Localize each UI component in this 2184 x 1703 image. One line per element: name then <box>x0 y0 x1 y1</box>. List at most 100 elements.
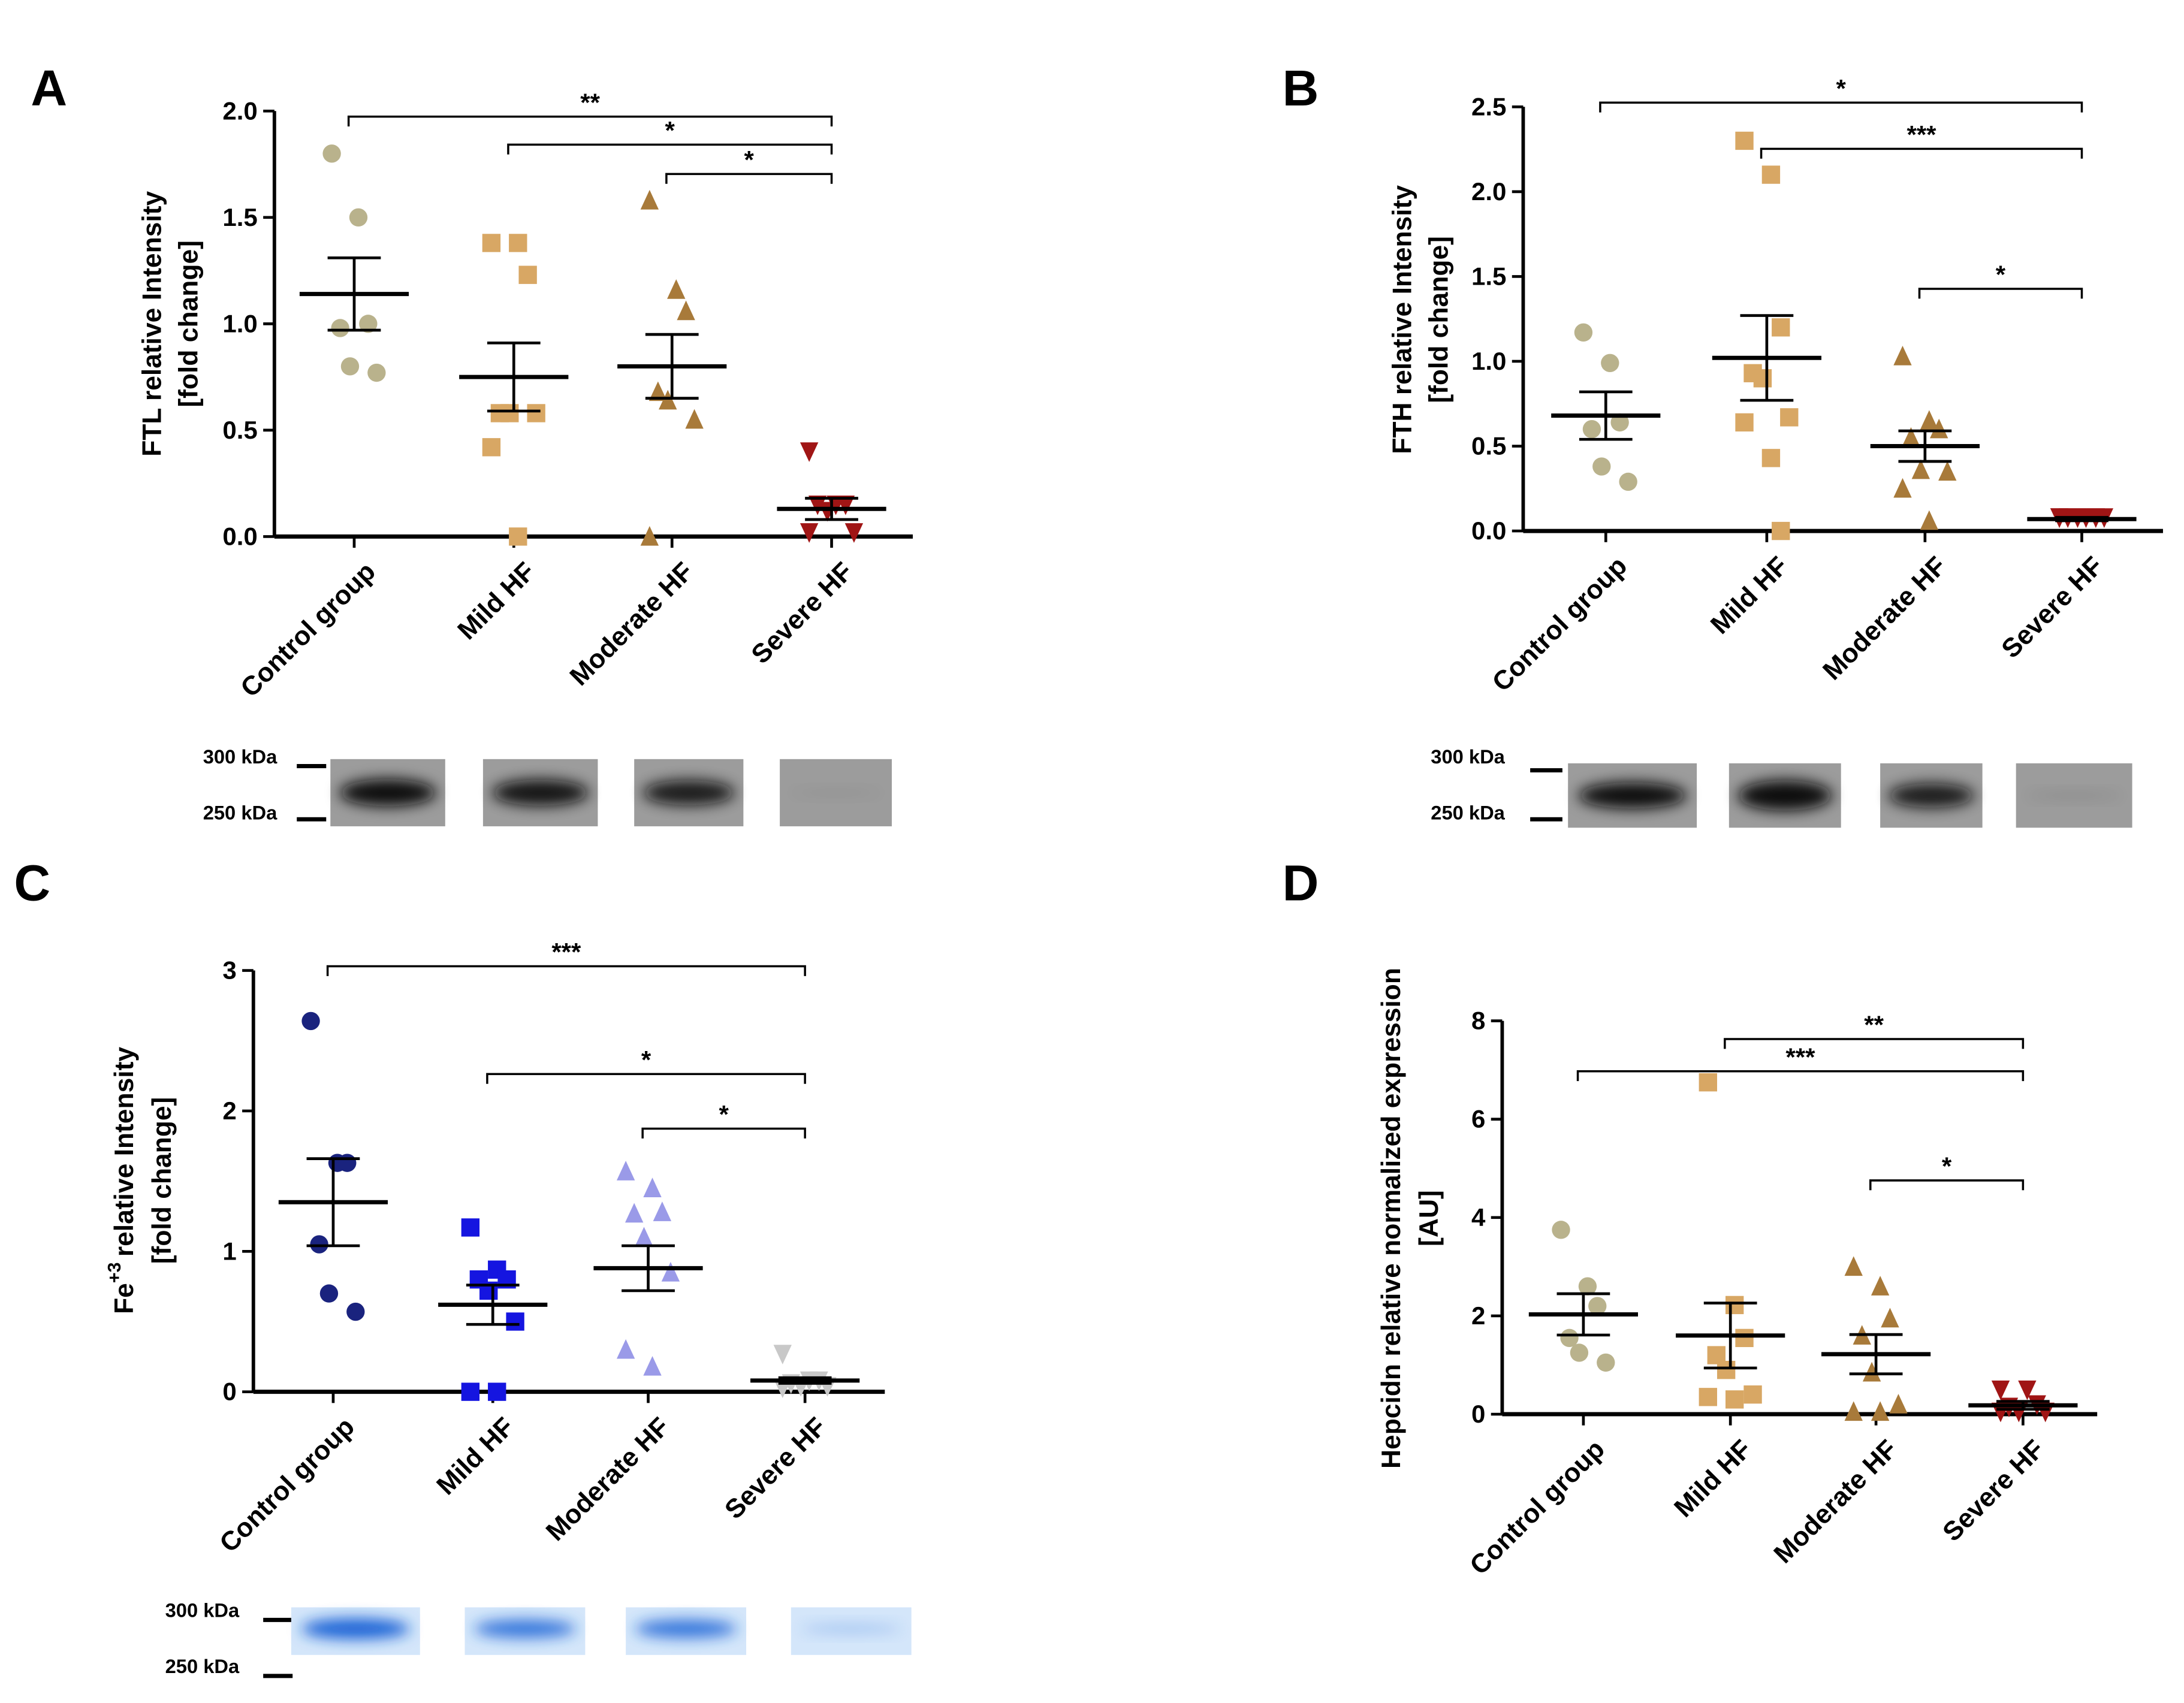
y-axis-label: [fold change] <box>1424 236 1453 403</box>
x-tick-label: Mild HF <box>452 557 541 645</box>
data-point <box>1772 521 1790 541</box>
data-point <box>1871 1401 1890 1421</box>
data-point <box>1699 1388 1717 1406</box>
blot-band <box>635 1619 737 1638</box>
significance-label: * <box>641 1046 651 1074</box>
blot-band <box>789 789 883 796</box>
y-tick-label: 2.0 <box>1471 177 1506 206</box>
significance-label: * <box>719 1100 729 1128</box>
data-point <box>685 409 704 429</box>
data-point <box>1578 1277 1597 1296</box>
y-tick-label: 1.0 <box>222 309 257 337</box>
blot-band <box>474 1619 576 1638</box>
significance-label: * <box>1996 261 2006 289</box>
data-point <box>800 523 819 543</box>
data-point <box>1717 1361 1736 1379</box>
significance-bracket <box>1760 147 2083 159</box>
data-point <box>518 265 537 284</box>
data-point <box>506 1312 524 1331</box>
significance-bracket <box>641 1127 806 1139</box>
y-axis-label: FTH relative Intensity <box>1388 185 1417 454</box>
significance-label: *** <box>551 938 581 966</box>
data-point <box>1893 478 1912 498</box>
data-point <box>808 495 827 515</box>
data-point <box>648 381 668 401</box>
x-tick-label: Mild HF <box>1669 1435 1757 1523</box>
blot-marker-label: 300 kDa <box>165 1599 240 1622</box>
y-tick-label: 2.0 <box>222 96 257 125</box>
blot-marker-label: 250 kDa <box>203 801 277 823</box>
y-tick-label: 1.5 <box>222 203 257 231</box>
data-point <box>359 315 378 333</box>
data-point <box>1844 1401 1863 1421</box>
panel-label: B <box>1283 60 1319 116</box>
data-point <box>1844 1256 1863 1276</box>
data-point <box>1881 1308 1899 1328</box>
significance-bracket <box>1869 1179 2025 1191</box>
x-tick-label: Control group <box>1487 551 1633 697</box>
data-point <box>1743 1385 1762 1404</box>
data-point <box>844 523 864 543</box>
blot-marker-label: 300 kDa <box>203 745 277 768</box>
panel-label: A <box>31 60 67 116</box>
data-point <box>616 1161 635 1180</box>
data-point <box>625 1203 644 1223</box>
blot-marker-label: 300 kDa <box>1431 745 1505 768</box>
data-point <box>319 1284 339 1303</box>
data-point <box>773 1345 792 1364</box>
x-tick-label: Moderate HF <box>565 557 699 692</box>
significance-bracket <box>326 965 806 976</box>
y-tick-label: 3 <box>222 956 236 985</box>
data-point <box>1619 472 1637 491</box>
y-tick-label: 1 <box>222 1237 236 1265</box>
data-point <box>349 208 368 227</box>
y-axis-label: Hepcidn relative normalized expression <box>1377 968 1406 1469</box>
y-tick-label: 1.0 <box>1471 347 1506 375</box>
significance-bracket <box>1599 101 2083 113</box>
data-point <box>1735 131 1754 150</box>
data-point <box>653 1201 672 1221</box>
data-point <box>1552 1221 1570 1239</box>
y-tick-label: 0 <box>222 1378 236 1406</box>
significance-bracket <box>1724 1038 2025 1049</box>
y-tick-label: 2 <box>1471 1302 1485 1330</box>
data-point <box>1920 410 1939 430</box>
data-point <box>1735 413 1754 432</box>
data-point <box>1761 449 1781 467</box>
y-tick-label: 6 <box>1471 1105 1485 1133</box>
data-point <box>643 1355 662 1376</box>
significance-label: *** <box>1907 120 1936 149</box>
x-tick-label: Moderate HF <box>1768 1435 1903 1569</box>
x-tick-label: Control group <box>1464 1435 1610 1581</box>
data-point <box>1753 369 1772 388</box>
data-point <box>1938 461 1957 481</box>
data-point <box>1601 354 1619 372</box>
x-tick-label: Severe HF <box>746 557 858 669</box>
significance-bracket <box>507 143 833 155</box>
significance-bracket <box>486 1073 806 1084</box>
data-point <box>1893 345 1912 366</box>
y-axis-label-part: relative Intensity <box>110 1047 139 1257</box>
data-point <box>461 1382 480 1401</box>
data-point <box>1592 457 1611 476</box>
data-point <box>1570 1343 1589 1362</box>
blot-band <box>642 780 735 805</box>
data-point <box>1991 1380 2010 1400</box>
data-point <box>509 234 527 252</box>
y-tick-label: 0.0 <box>222 522 257 550</box>
data-point <box>509 527 527 546</box>
x-tick-label: Control group <box>214 1412 360 1558</box>
significance-label: * <box>1942 1152 1952 1180</box>
significance-label: *** <box>1785 1043 1815 1071</box>
data-point <box>836 495 855 515</box>
data-point <box>310 1235 328 1254</box>
y-axis-label-sup: +3 <box>105 1263 125 1284</box>
y-tick-label: 0 <box>1471 1400 1485 1428</box>
data-point <box>340 357 360 376</box>
blot-band <box>339 779 436 807</box>
blot-band <box>2025 792 2123 799</box>
data-point <box>640 526 659 546</box>
data-point <box>346 1302 365 1321</box>
significance-label: ** <box>1864 1011 1884 1039</box>
